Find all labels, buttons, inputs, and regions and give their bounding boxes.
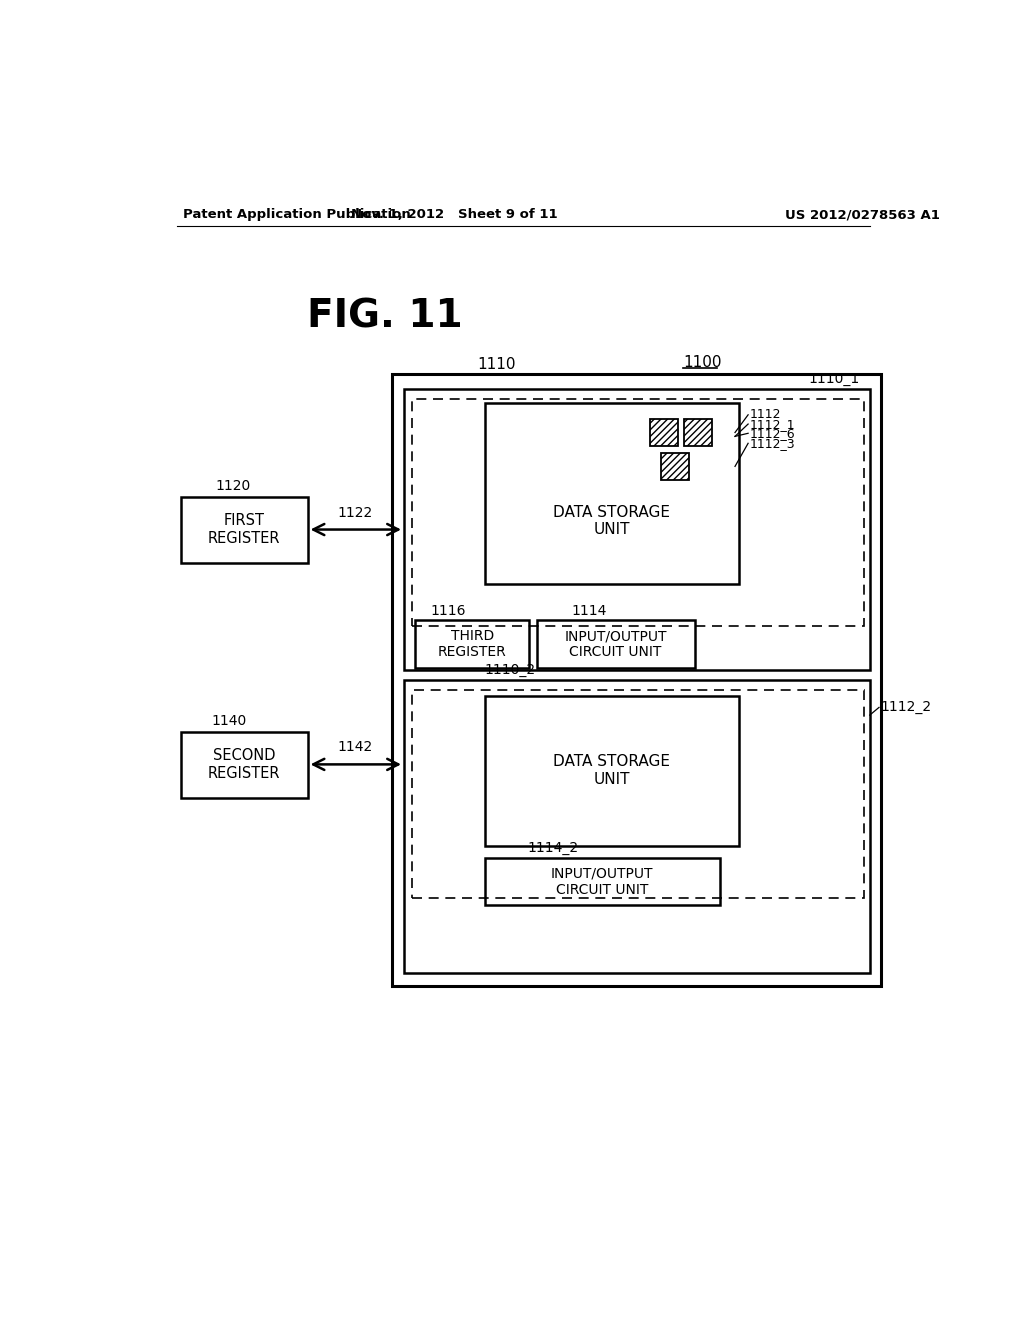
Bar (484, 696, 739, 846)
Text: 1120: 1120 (215, 479, 251, 494)
Text: 1100: 1100 (683, 355, 722, 370)
Text: 1112_6: 1112_6 (750, 426, 796, 440)
Bar (484, 858, 720, 906)
Text: DATA STORAGE
UNIT: DATA STORAGE UNIT (553, 504, 671, 537)
Bar (403, 681, 869, 973)
Text: FIRST
REGISTER: FIRST REGISTER (208, 513, 280, 545)
Text: 1112: 1112 (750, 408, 781, 421)
Text: 1110: 1110 (477, 358, 515, 372)
Text: THIRD
REGISTER: THIRD REGISTER (438, 630, 507, 660)
Text: 1112_2: 1112_2 (881, 701, 932, 714)
Bar (484, 404, 739, 585)
Bar (180, 498, 307, 562)
Text: 1116: 1116 (431, 605, 466, 618)
Text: 1114: 1114 (571, 605, 607, 618)
Bar (403, 389, 869, 671)
Text: 1140: 1140 (211, 714, 247, 729)
Text: Patent Application Publication: Patent Application Publication (183, 209, 411, 222)
Bar (662, 453, 689, 480)
Text: 1114_2: 1114_2 (527, 841, 579, 854)
Text: 1122: 1122 (338, 506, 373, 520)
Text: INPUT/OUTPUT
CIRCUIT UNIT: INPUT/OUTPUT CIRCUIT UNIT (551, 866, 653, 896)
Text: FIG. 11: FIG. 11 (307, 297, 463, 335)
Text: 1110_1: 1110_1 (808, 372, 859, 387)
Text: 1112_3: 1112_3 (750, 437, 796, 450)
Bar (412, 689, 864, 898)
Text: Nov. 1, 2012   Sheet 9 of 11: Nov. 1, 2012 Sheet 9 of 11 (350, 209, 557, 222)
Bar (684, 418, 712, 446)
Bar (650, 418, 678, 446)
Text: INPUT/OUTPUT
CIRCUIT UNIT: INPUT/OUTPUT CIRCUIT UNIT (564, 630, 667, 660)
Text: DATA STORAGE
UNIT: DATA STORAGE UNIT (553, 754, 671, 787)
Text: US 2012/0278563 A1: US 2012/0278563 A1 (785, 209, 940, 222)
Text: 1112_1: 1112_1 (750, 417, 796, 430)
Bar (412, 399, 864, 626)
Text: 1110_2: 1110_2 (484, 663, 536, 677)
Bar (538, 620, 695, 668)
Text: 1142: 1142 (338, 741, 373, 755)
Bar (180, 733, 307, 797)
Bar (392, 374, 882, 986)
Text: SECOND
REGISTER: SECOND REGISTER (208, 748, 280, 780)
Bar (416, 620, 529, 668)
